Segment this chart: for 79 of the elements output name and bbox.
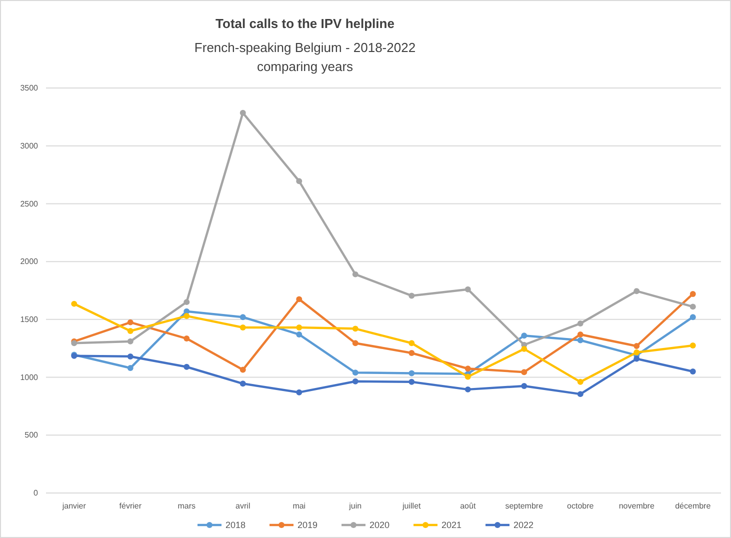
point: [577, 337, 584, 344]
point: [577, 320, 584, 326]
point: [127, 353, 134, 360]
point: [352, 370, 358, 376]
x-tick-label: mars: [178, 502, 196, 511]
x-tick-label: avril: [236, 502, 250, 511]
point: [127, 338, 134, 344]
legend-label: 2018: [226, 520, 246, 530]
x-tick-label: septembre: [505, 502, 544, 511]
point: [408, 340, 415, 346]
x-tick-label: juillet: [402, 502, 422, 511]
x-tick-label: juin: [348, 502, 362, 511]
legend-label: 2021: [442, 520, 462, 530]
point: [690, 290, 696, 297]
point: [240, 380, 246, 387]
legend-label: 2019: [298, 520, 318, 530]
point: [690, 342, 696, 348]
point: [296, 324, 302, 331]
point: [71, 300, 78, 307]
point: [184, 312, 190, 319]
point: [634, 288, 640, 294]
x-tick-label: août: [460, 502, 476, 511]
y-tick-label: 3500: [20, 84, 39, 93]
point: [577, 378, 584, 385]
point: [521, 369, 528, 376]
point: [408, 350, 415, 356]
point: [296, 331, 302, 338]
point: [634, 349, 640, 356]
x-tick-label: octobre: [567, 502, 594, 511]
point: [240, 110, 246, 116]
point: [577, 331, 584, 338]
point: [464, 386, 471, 392]
point: [127, 319, 134, 326]
point: [184, 336, 190, 342]
point: [577, 391, 584, 398]
chart-subtitle: French-speaking Belgium - 2018-2022 comparing years: [194, 40, 416, 74]
y-tick-label: 500: [24, 430, 39, 440]
y-tick-label: 1500: [20, 314, 39, 324]
point: [690, 304, 696, 310]
point: [464, 366, 471, 372]
point: [352, 326, 358, 332]
point: [296, 178, 302, 184]
point: [690, 314, 696, 320]
point: [408, 370, 415, 376]
point: [464, 374, 471, 380]
point: [184, 299, 190, 306]
x-tick-label: décembre: [675, 502, 712, 511]
point: [352, 340, 358, 346]
legend-label: 2020: [370, 520, 390, 530]
point: [521, 346, 528, 352]
point: [240, 324, 246, 331]
point: [521, 382, 528, 389]
point: [352, 378, 358, 384]
y-tick-label: 3000: [20, 141, 39, 150]
x-tick-label: janvier: [61, 502, 86, 511]
y-tick-label: 1000: [20, 372, 39, 382]
x-tick-label: novembre: [618, 502, 655, 511]
x-tick-label: février: [119, 502, 142, 511]
y-tick-label: 2500: [20, 199, 39, 208]
point: [296, 389, 302, 396]
point: [634, 343, 640, 350]
y-tick-label: 2000: [20, 257, 39, 266]
point: [352, 271, 358, 278]
point: [184, 364, 190, 370]
point: [634, 356, 640, 362]
legend-label: 2022: [514, 520, 534, 530]
point: [408, 292, 415, 299]
point: [408, 378, 415, 385]
point: [240, 314, 246, 320]
point: [127, 365, 134, 372]
point: [127, 328, 134, 334]
point: [521, 332, 528, 339]
point: [464, 286, 471, 292]
chart-title: Total calls to the IPV helpline: [216, 16, 394, 31]
point: [690, 368, 696, 374]
point: [296, 296, 302, 302]
x-tick-label: mai: [292, 502, 306, 511]
point: [240, 366, 246, 373]
y-tick-label: 0: [34, 488, 39, 498]
